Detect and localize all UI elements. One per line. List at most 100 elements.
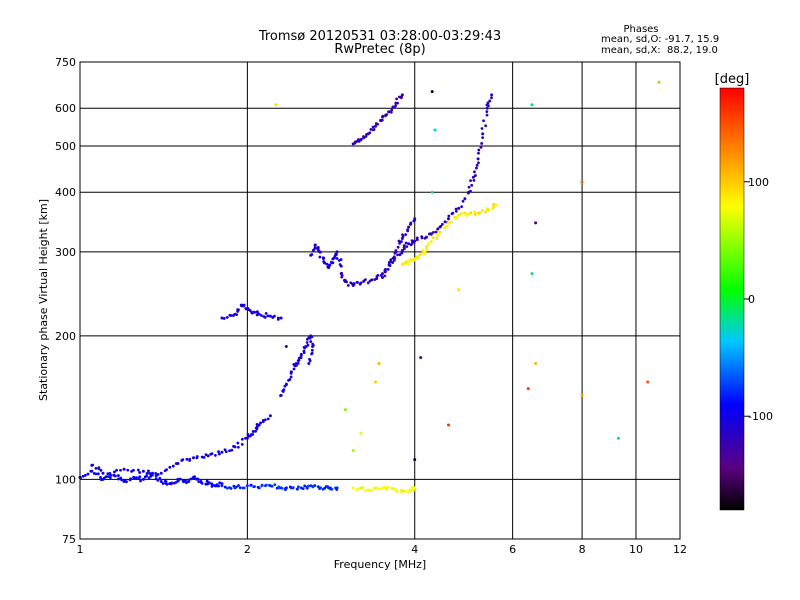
data-point: [335, 486, 339, 490]
data-point: [329, 260, 333, 264]
data-point: [282, 388, 286, 392]
data-point: [313, 246, 317, 249]
data-point: [375, 277, 379, 280]
data-point: [86, 472, 90, 476]
data-point: [235, 485, 238, 489]
data-point: [141, 469, 145, 473]
data-point: [487, 208, 491, 212]
data-point: [477, 148, 481, 152]
data-point: [206, 454, 210, 458]
data-point: [394, 104, 397, 108]
data-point: [484, 124, 488, 128]
data-point: [291, 486, 295, 489]
data-point: [380, 118, 384, 122]
data-point: [440, 222, 444, 226]
series: [279, 334, 315, 397]
data-point: [463, 197, 467, 201]
data-point: [229, 314, 233, 317]
x-tick-label: 6: [509, 543, 516, 556]
data-point: [406, 229, 410, 233]
data-point: [106, 475, 110, 478]
data-point: [397, 239, 401, 243]
data-point: [322, 257, 325, 261]
data-point: [390, 108, 394, 112]
data-point: [413, 217, 417, 221]
data-point: [430, 240, 433, 243]
data-point: [368, 131, 372, 135]
data-point: [381, 114, 385, 118]
data-point: [398, 241, 402, 245]
data-point: [457, 288, 461, 292]
data-point: [335, 256, 339, 260]
data-point: [346, 283, 350, 287]
series: [351, 93, 404, 146]
data-point: [427, 242, 431, 245]
data-point: [438, 225, 442, 229]
data-point: [97, 467, 101, 471]
data-point: [400, 93, 404, 97]
colorbar-label: [deg]: [715, 72, 750, 87]
data-point: [485, 106, 489, 110]
data-point: [482, 119, 485, 123]
data-point: [470, 183, 474, 187]
x-tick-label: 10: [629, 543, 643, 556]
data-point: [396, 253, 399, 257]
data-point: [530, 103, 534, 107]
data-point: [373, 124, 377, 128]
data-point: [224, 450, 228, 454]
data-point: [389, 258, 393, 262]
data-point: [277, 485, 281, 489]
data-point: [423, 250, 427, 254]
data-point: [420, 235, 424, 239]
data-point: [384, 487, 388, 491]
data-point: [257, 312, 261, 316]
data-point: [191, 456, 195, 460]
data-point: [484, 210, 487, 214]
data-point: [481, 136, 485, 140]
data-point: [436, 227, 440, 231]
data-point: [274, 103, 278, 107]
data-point: [395, 97, 399, 101]
data-point: [165, 482, 169, 486]
data-point: [270, 484, 274, 488]
data-point: [252, 310, 256, 314]
data-point: [394, 249, 398, 252]
data-point: [371, 125, 375, 129]
data-point: [145, 472, 149, 475]
data-point: [303, 484, 307, 488]
data-point: [433, 128, 437, 132]
plot-frame: [79, 61, 681, 540]
data-point: [218, 481, 222, 485]
data-point: [116, 474, 120, 477]
data-point: [407, 260, 411, 264]
data-point: [238, 486, 242, 490]
data-point: [316, 247, 320, 251]
data-point: [425, 244, 429, 248]
data-point: [435, 236, 439, 240]
data-point: [200, 481, 204, 485]
data-point: [207, 481, 211, 485]
y-tick-label: 500: [55, 140, 76, 153]
data-point: [90, 469, 94, 473]
data-point: [96, 472, 100, 476]
data-point: [364, 278, 367, 281]
data-point: [492, 205, 495, 209]
data-point: [490, 96, 493, 100]
data-point: [99, 468, 103, 472]
data-point: [325, 262, 329, 266]
data-point: [161, 482, 165, 485]
y-axis-label: Stationary phase Virtual Height [km]: [37, 199, 50, 401]
data-point: [156, 478, 160, 482]
data-point: [494, 203, 498, 207]
data-point: [222, 317, 226, 320]
data-point: [377, 361, 381, 365]
y-tick-label: 600: [55, 102, 76, 115]
data-point: [313, 243, 317, 247]
data-point: [306, 343, 310, 347]
data-point: [380, 272, 384, 276]
data-point: [235, 313, 239, 316]
data-point: [253, 485, 256, 488]
data-point: [251, 430, 255, 434]
data-point: [147, 469, 150, 473]
